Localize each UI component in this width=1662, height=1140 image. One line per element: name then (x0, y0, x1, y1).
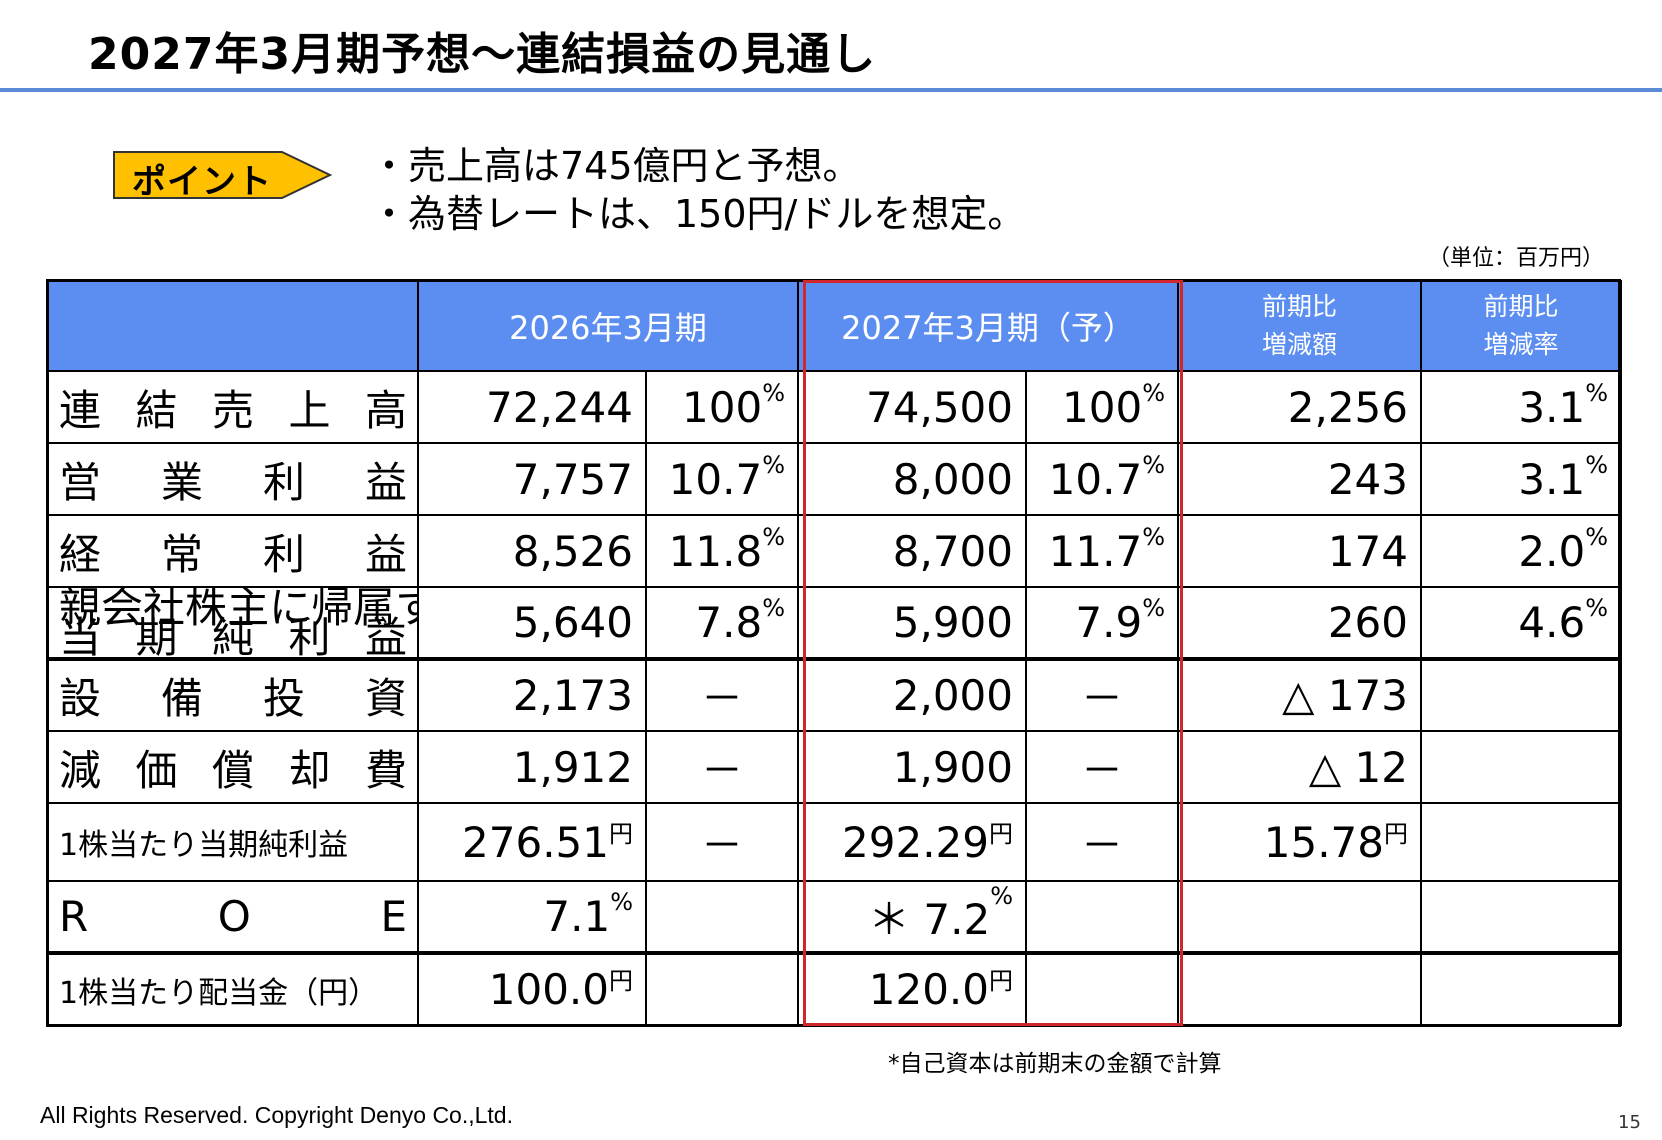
ratio-2027: － (1025, 657, 1179, 732)
diff-amount: 260 (1177, 586, 1422, 660)
ratio-2027: 10.7% (1025, 442, 1179, 516)
ratio-2026 (645, 880, 799, 954)
diff-amount (1177, 951, 1422, 1026)
page-title: 2027年3月期予想～連結損益の見通し (88, 29, 877, 80)
value-2026: 2,173 (417, 657, 647, 732)
diff-amount: 174 (1177, 514, 1422, 588)
title-divider (0, 88, 1662, 92)
value-2027: 74,500 (797, 370, 1027, 444)
value-2027: 8,700 (797, 514, 1027, 588)
row-label: 設備投資 (47, 657, 419, 732)
ratio-2027: 7.9% (1025, 586, 1179, 660)
value-2026: 276.51円 (417, 802, 647, 882)
diff-rate: 3.1% (1420, 370, 1622, 444)
ratio-2026 (645, 951, 799, 1026)
row-label: 減価償却費 (47, 730, 419, 804)
diff-amount: 15.78円 (1177, 802, 1422, 882)
table-row: 設備投資 2,173 － 2,000 － △ 173 (47, 657, 1622, 732)
value-2027: 5,900 (797, 586, 1027, 660)
diff-rate (1420, 951, 1622, 1026)
row-label: 経常利益 (47, 514, 419, 588)
header-diff-rate: 前期比 増減率 (1420, 280, 1622, 372)
diff-amount: △ 173 (1177, 657, 1422, 732)
diff-rate: 4.6% (1420, 586, 1622, 660)
value-2026: 5,640 (417, 586, 647, 660)
point-label: ポイント (132, 162, 272, 202)
row-label: 親会社株主に帰属する 当期純利益 (47, 586, 419, 660)
value-2027: 1,900 (797, 730, 1027, 804)
value-2026: 72,244 (417, 370, 647, 444)
diff-amount: △ 12 (1177, 730, 1422, 804)
diff-amount (1177, 880, 1422, 954)
row-label: 連結売上高 (47, 370, 419, 444)
point-badge: ポイント (112, 148, 334, 202)
value-2027: 8,000 (797, 442, 1027, 516)
arrow-badge-shape (113, 151, 333, 199)
diff-rate (1420, 730, 1622, 804)
row-label: 1株当たり配当金（円） (47, 951, 419, 1026)
ratio-2026: － (645, 802, 799, 882)
value-2026: 100.0円 (417, 951, 647, 1026)
page-number: 15 (1618, 1112, 1641, 1133)
value-2027: ＊ 7.2% (797, 880, 1027, 954)
header-label-cell (47, 280, 419, 372)
copyright: All Rights Reserved. Copyright Denyo Co.… (40, 1102, 513, 1128)
ratio-2027 (1025, 880, 1179, 954)
value-2026: 7,757 (417, 442, 647, 516)
row-label: 1株当たり当期純利益 (47, 802, 419, 882)
diff-rate (1420, 880, 1622, 954)
diff-rate (1420, 657, 1622, 732)
diff-rate: 3.1% (1420, 442, 1622, 516)
table-row: 親会社株主に帰属する 当期純利益 5,640 7.8% 5,900 7.9% 2… (47, 586, 1622, 660)
header-fy2027-forecast: 2027年3月期（予） (797, 280, 1179, 372)
value-2026: 1,912 (417, 730, 647, 804)
value-2027: 120.0円 (797, 951, 1027, 1026)
footnote: *自己資本は前期末の金額で計算 (888, 1051, 1222, 1077)
ratio-2027: 11.7% (1025, 514, 1179, 588)
table-row: 連結売上高 72,244 100% 74,500 100% 2,256 3.1% (47, 370, 1622, 444)
diff-rate: 2.0% (1420, 514, 1622, 588)
ratio-2026: 10.7% (645, 442, 799, 516)
header-diff-amount: 前期比 増減額 (1177, 280, 1422, 372)
ratio-2027 (1025, 951, 1179, 1026)
ratio-2026: 7.8% (645, 586, 799, 660)
ratio-2027: － (1025, 802, 1179, 882)
bullet-sales: ・売上高は745億円と予想。 (370, 144, 861, 188)
value-2026: 8,526 (417, 514, 647, 588)
unit-label: （単位：百万円） (1428, 246, 1605, 271)
table-row: 営業利益 7,757 10.7% 8,000 10.7% 243 3.1% (47, 442, 1622, 516)
table-row: 経常利益 8,526 11.8% 8,700 11.7% 174 2.0% (47, 514, 1622, 588)
point-bullets: ・売上高は745億円と予想。 ・為替レートは、150円/ドルを想定。 (370, 142, 1025, 238)
ratio-2026: － (645, 657, 799, 732)
row-label: 営業利益 (47, 442, 419, 516)
table-row: 1株当たり当期純利益 276.51円 － 292.29円 － 15.78円 (47, 802, 1622, 882)
financial-forecast-table: 2026年3月期 2027年3月期（予） 前期比 増減額 前期比 増減率 連結売上高… (47, 280, 1622, 1026)
table-row: 減価償却費 1,912 － 1,900 － △ 12 (47, 730, 1622, 804)
table-header-row: 2026年3月期 2027年3月期（予） 前期比 増減額 前期比 増減率 (47, 280, 1622, 372)
ratio-2026: 11.8% (645, 514, 799, 588)
value-2026: 7.1% (417, 880, 647, 954)
value-2027: 292.29円 (797, 802, 1027, 882)
ratio-2026: 100% (645, 370, 799, 444)
diff-amount: 2,256 (1177, 370, 1422, 444)
diff-amount: 243 (1177, 442, 1422, 516)
bullet-exchange-rate: ・為替レートは、150円/ドルを想定。 (370, 192, 1026, 236)
header-fy2026: 2026年3月期 (417, 280, 799, 372)
table-row: 1株当たり配当金（円） 100.0円 120.0円 (47, 951, 1622, 1026)
ratio-2027: － (1025, 730, 1179, 804)
value-2027: 2,000 (797, 657, 1027, 732)
ratio-2027: 100% (1025, 370, 1179, 444)
ratio-2026: － (645, 730, 799, 804)
diff-rate (1420, 802, 1622, 882)
